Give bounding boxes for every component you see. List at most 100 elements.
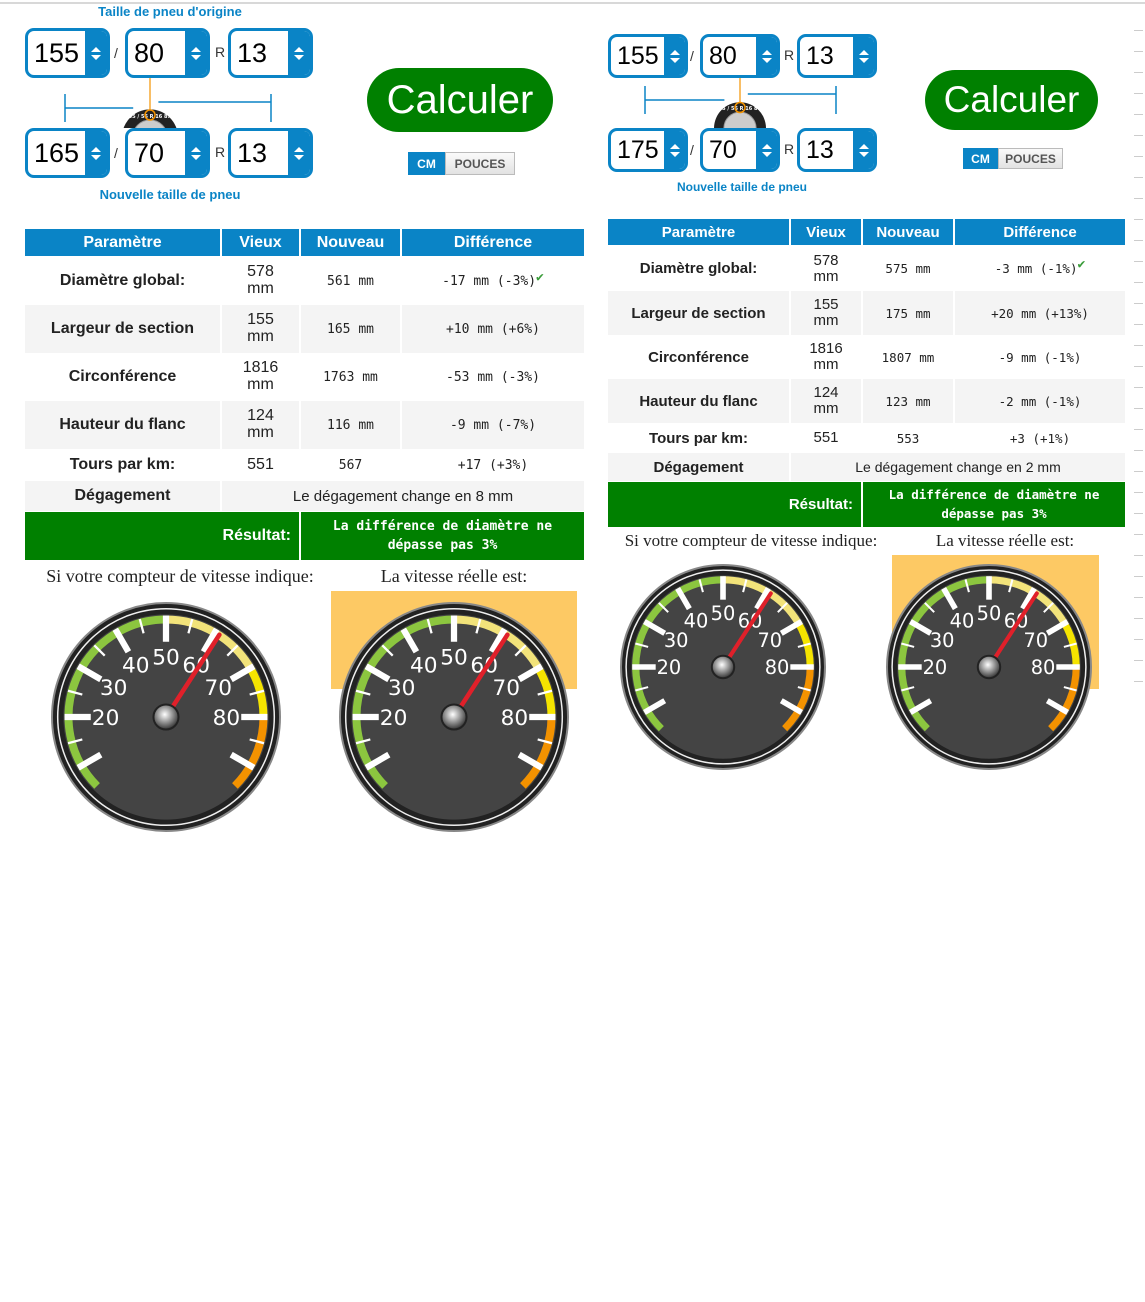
new-ratio-input[interactable]: 70	[700, 128, 780, 172]
spinner[interactable]	[756, 37, 777, 75]
gauge-minor-tick	[777, 602, 788, 613]
spinner[interactable]	[664, 37, 685, 75]
gauge-tick-label: 50	[152, 646, 180, 671]
spinner-up-icon[interactable]	[91, 146, 101, 152]
rim-prefix: R	[215, 44, 226, 60]
spinner[interactable]	[288, 131, 310, 175]
calculate-button[interactable]: Calculer	[367, 68, 553, 132]
input-value[interactable]: 80	[709, 41, 737, 70]
spinner-down-icon[interactable]	[761, 151, 772, 157]
spinner[interactable]	[853, 131, 874, 169]
original-ratio-input[interactable]: 80	[700, 34, 780, 78]
spinner-up-icon[interactable]	[761, 143, 772, 149]
tire-icon	[123, 109, 177, 128]
old-value: 1816 mm	[809, 340, 843, 373]
input-value[interactable]: 80	[134, 37, 165, 68]
spinner[interactable]	[85, 31, 107, 75]
actual-speed-label: La vitesse réelle est:	[380, 566, 528, 586]
input-value[interactable]: 13	[806, 41, 834, 70]
gauge-major-tick	[754, 586, 771, 611]
gauge-minor-tick	[901, 642, 915, 648]
spinner-up-icon[interactable]	[191, 46, 201, 52]
gauge-minor-tick	[475, 618, 482, 634]
spinner-down-icon[interactable]	[858, 57, 869, 63]
old-value: 124 mm	[247, 407, 274, 441]
spinner[interactable]	[288, 31, 310, 75]
spinner-up-icon[interactable]	[669, 143, 680, 149]
unit-toggle-cm[interactable]: CM	[408, 152, 445, 175]
input-value[interactable]: 13	[237, 37, 268, 68]
new-value-cell: 1807 mm	[881, 349, 935, 365]
calculate-button[interactable]: Calculer	[925, 70, 1098, 130]
new-rim-input[interactable]: 13	[797, 128, 877, 172]
spinner[interactable]	[185, 31, 207, 75]
gauge-minor-tick	[1008, 579, 1014, 593]
spinner-down-icon[interactable]	[191, 54, 201, 60]
unit-toggle-pouces[interactable]: POUCES	[998, 148, 1063, 169]
clearance-label: Dégagement	[25, 481, 220, 511]
spinner-up-icon[interactable]	[294, 46, 304, 52]
input-value[interactable]: 13	[806, 135, 834, 164]
spinner-down-icon[interactable]	[91, 154, 101, 160]
new-ratio-input[interactable]: 70	[125, 128, 210, 178]
spinner[interactable]	[756, 131, 777, 169]
gauge-needle	[451, 632, 510, 720]
input-value[interactable]: 70	[134, 137, 165, 168]
spinner-up-icon[interactable]	[858, 49, 869, 55]
old-value: 578 mm	[813, 251, 839, 285]
input-value[interactable]: 155	[617, 41, 659, 70]
input-value[interactable]: 13	[237, 137, 268, 168]
spinner-down-icon[interactable]	[669, 57, 680, 63]
spinner-up-icon[interactable]	[858, 143, 869, 149]
original-ratio-input[interactable]: 80	[125, 28, 210, 78]
original-width-input[interactable]: 155	[608, 34, 688, 78]
separator-slash: /	[114, 45, 118, 61]
spinner-up-icon[interactable]	[669, 49, 680, 55]
spinner-down-icon[interactable]	[191, 154, 201, 160]
new-width-input[interactable]: 175	[608, 128, 688, 172]
spinner-up-icon[interactable]	[294, 146, 304, 152]
spinner-down-icon[interactable]	[669, 151, 680, 157]
gauge-tick-label: 50	[440, 646, 468, 671]
input-value[interactable]: 155	[34, 37, 80, 68]
indicated-speed-label: Si votre compteur de vitesse indique:	[46, 566, 314, 586]
gauge-minor-tick	[514, 644, 527, 657]
gauge-minor-tick	[226, 644, 239, 657]
gauge-tick-label: 70	[757, 629, 782, 652]
input-value[interactable]: 175	[617, 135, 659, 164]
gauge-minor-tick	[187, 618, 194, 634]
spinner-up-icon[interactable]	[761, 49, 772, 55]
spinner-down-icon[interactable]	[91, 54, 101, 60]
input-value[interactable]: 70	[709, 135, 737, 164]
result-label: Résultat:	[25, 512, 299, 560]
gauge-hub	[710, 654, 736, 680]
new-rim-input[interactable]: 13	[228, 128, 313, 178]
spinner-down-icon[interactable]	[294, 154, 304, 160]
original-rim-input[interactable]: 13	[228, 28, 313, 78]
checkmark-icon: ✔	[1077, 257, 1086, 272]
original-width-input[interactable]: 155	[25, 28, 110, 78]
old-value-cell: 124 mm	[791, 379, 861, 423]
gauge-hub	[152, 703, 180, 731]
spinner-down-icon[interactable]	[761, 57, 772, 63]
input-value[interactable]: 165	[34, 137, 80, 168]
gauge-minor-tick	[658, 602, 669, 613]
spinner-down-icon[interactable]	[294, 54, 304, 60]
unit-toggle-cm[interactable]: CM	[963, 148, 998, 169]
difference-value: -17 mm (-3%)	[442, 273, 537, 289]
gauge-major-tick	[675, 586, 692, 611]
new-width-input[interactable]: 165	[25, 128, 110, 178]
spinner-down-icon[interactable]	[858, 151, 869, 157]
spinner[interactable]	[185, 131, 207, 175]
spinner[interactable]	[853, 37, 874, 75]
spinner-up-icon[interactable]	[191, 146, 201, 152]
spinner-up-icon[interactable]	[91, 46, 101, 52]
result-label: Résultat:	[608, 482, 861, 527]
gauge-tick-label: 20	[657, 656, 682, 679]
unit-toggle-pouces[interactable]: POUCES	[445, 152, 515, 175]
old-value-cell: 578 mm	[791, 246, 861, 291]
original-rim-input[interactable]: 13	[797, 34, 877, 78]
spinner[interactable]	[85, 131, 107, 175]
spinner[interactable]	[664, 131, 685, 169]
